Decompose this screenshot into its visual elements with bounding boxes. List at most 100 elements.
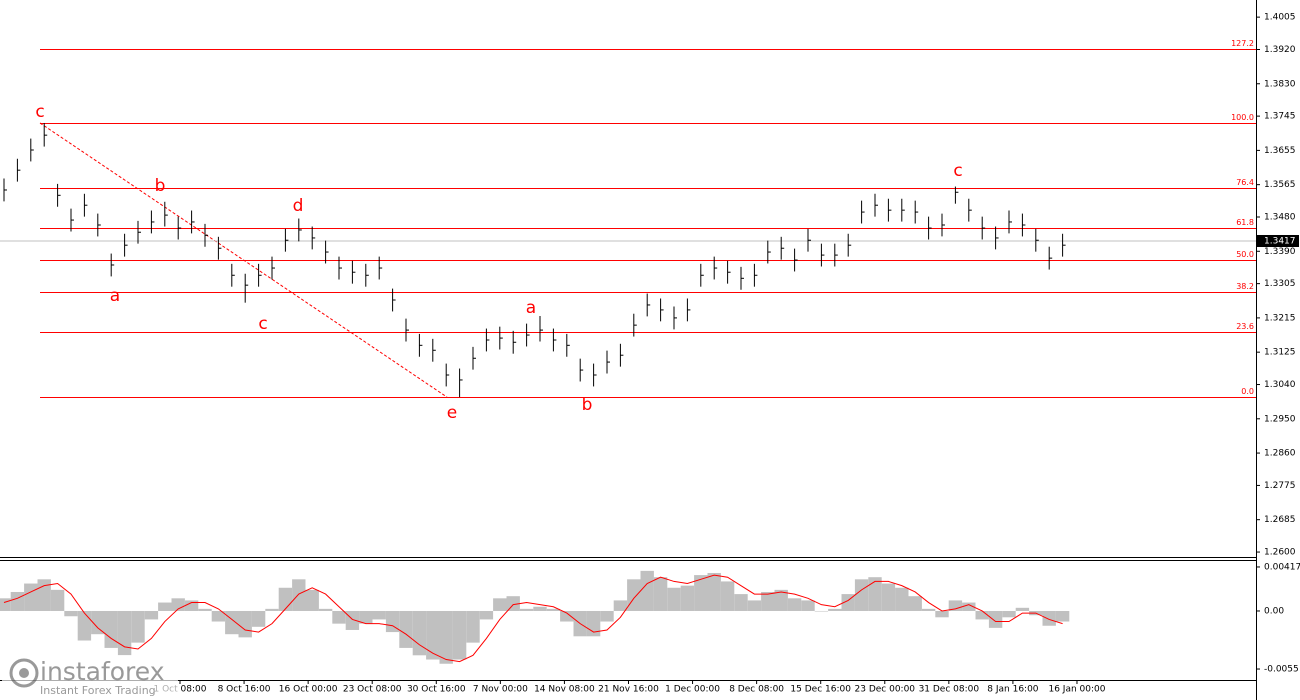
macd-bar [613, 600, 628, 611]
macd-bar [251, 610, 266, 627]
macd-bar [265, 608, 279, 611]
y-tick-label: 1.3305 [1264, 279, 1296, 289]
macd-bar [144, 610, 159, 620]
macd-bar [694, 575, 708, 611]
y-tick-label: 1.3745 [1264, 112, 1296, 122]
macd-bar [24, 583, 38, 611]
macd-bar [238, 610, 252, 638]
y-tick-label: 1.3215 [1264, 313, 1296, 323]
macd-bar [292, 579, 306, 611]
macd-bar [37, 579, 51, 611]
macd-bar [198, 608, 212, 611]
y-tick-label: 1.3390 [1264, 247, 1296, 257]
x-tick-label: 7 Nov 00:00 [473, 685, 528, 695]
wave-label: e [447, 403, 457, 423]
fib-label: 127.2 [1231, 39, 1254, 48]
macd-bar [667, 587, 681, 611]
macd-bar [332, 610, 346, 624]
macd-bar [305, 589, 319, 611]
macd-bar [854, 579, 869, 611]
macd-bar [895, 587, 909, 611]
last-price-label: 1.3417 [1264, 236, 1296, 246]
macd-bar [761, 591, 775, 611]
macd-bar [211, 610, 226, 622]
macd-bar [1042, 610, 1056, 626]
macd-bar [0, 598, 11, 611]
watermark-brand: instaforex [40, 657, 165, 686]
macd-bar [1002, 610, 1016, 618]
y-tick-label: 1.3480 [1264, 213, 1296, 223]
macd-bar [318, 608, 333, 611]
watermark-tagline: Instant Forex Trading [40, 684, 156, 697]
y-tick-label: 1.3920 [1264, 45, 1296, 55]
macd-bar [921, 608, 936, 611]
macd-bar [1015, 607, 1030, 611]
wave-label: a [526, 298, 536, 318]
last-price-box [1257, 234, 1299, 247]
macd-bar [519, 608, 534, 611]
macd-bar [184, 600, 199, 611]
macd-bar [412, 610, 427, 656]
macd-bar [359, 610, 373, 624]
macd-bar [747, 600, 762, 611]
fib-label: 50.0 [1236, 250, 1254, 259]
fib-label: 61.8 [1236, 218, 1254, 227]
macd-bar [533, 606, 547, 611]
y-tick-label: 1.3565 [1264, 180, 1296, 190]
wave-label: a [110, 286, 120, 306]
x-tick-label: 15 Dec 16:00 [790, 685, 851, 695]
y-tick-label: 1.2685 [1264, 515, 1296, 525]
macd-bar [493, 598, 507, 611]
y-tick-label: 1.4005 [1264, 13, 1296, 23]
macd-bar [935, 610, 949, 618]
x-tick-label: 30 Oct 16:00 [407, 685, 466, 695]
macd-bar [1055, 610, 1070, 622]
y-tick-label: 0.00 [1264, 606, 1284, 616]
y-tick-label: 1.2775 [1264, 481, 1296, 491]
wave-label: c [953, 161, 962, 181]
fib-label: 0.0 [1241, 387, 1254, 396]
x-tick-label: 23 Dec 00:00 [855, 685, 916, 695]
x-tick-label: 23 Oct 08:00 [343, 685, 402, 695]
macd-bar [560, 610, 574, 622]
watermark: instaforex Instant Forex Trading [2, 655, 178, 699]
macd-bar [814, 610, 829, 612]
x-tick-label: 14 Nov 08:00 [534, 685, 595, 695]
macd-bar [77, 610, 92, 641]
x-tick-label: 8 Oct 16:00 [218, 685, 271, 695]
x-tick-label: 16 Jan 00:00 [1048, 685, 1105, 695]
fib-label: 100.0 [1231, 113, 1254, 122]
macd-bar [131, 610, 145, 643]
macd-bar [627, 579, 641, 611]
fib-label: 76.4 [1236, 178, 1254, 187]
wave-label: d [293, 196, 304, 216]
macd-bar [828, 608, 842, 611]
y-tick-label: 1.2860 [1264, 449, 1296, 459]
macd-bar [50, 589, 65, 611]
macd-bar [962, 602, 976, 611]
macd-bar [372, 610, 386, 620]
watermark-logo [9, 658, 39, 688]
x-tick-label: 8 Dec 08:00 [729, 685, 784, 695]
macd-bar [452, 610, 467, 660]
macd-bar [707, 572, 721, 611]
macd-bar [600, 610, 614, 622]
macd-bar [787, 598, 802, 611]
macd-bar [399, 610, 413, 648]
y-tick-label: 1.3125 [1264, 348, 1296, 358]
macd-bar [653, 577, 668, 611]
x-tick-label: 8 Jan 16:00 [987, 685, 1039, 695]
macd-bar [104, 610, 118, 648]
x-tick-label: 16 Oct 00:00 [279, 685, 338, 695]
x-tick-label: 21 Nov 16:00 [598, 685, 659, 695]
macd-bar [439, 610, 453, 664]
y-tick-label: 1.3655 [1264, 146, 1296, 156]
fib-label: 23.6 [1236, 322, 1254, 331]
macd-bar [680, 585, 695, 611]
macd-bar [908, 596, 922, 611]
macd-bar [801, 600, 815, 611]
y-tick-label: 0.00417 [1264, 562, 1300, 572]
macd-bar [948, 600, 963, 611]
macd-bar [640, 570, 654, 611]
